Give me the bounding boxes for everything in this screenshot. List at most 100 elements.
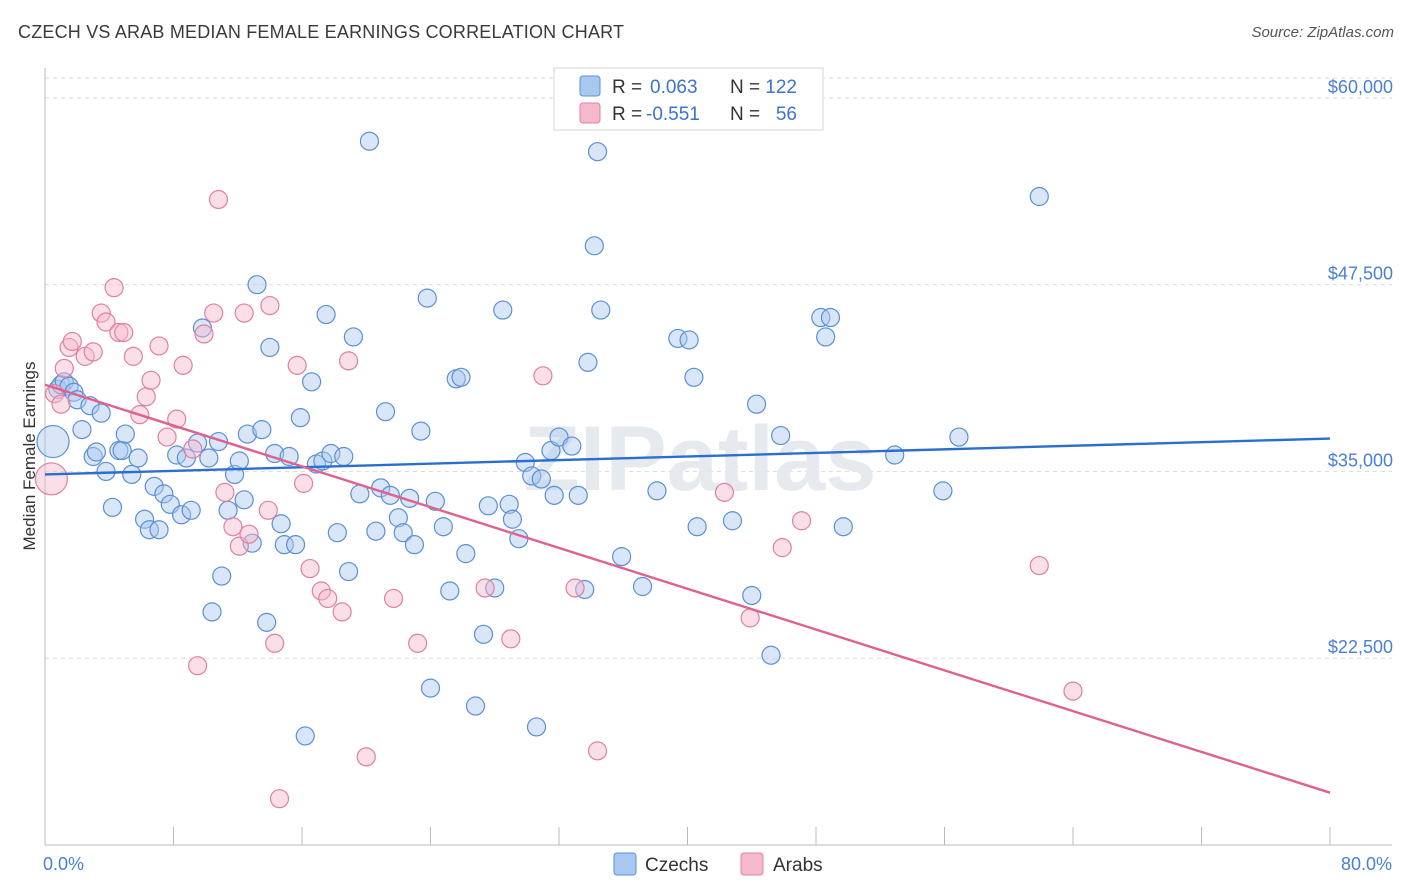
stats-legend: R = 0.063 N = 122 R = -0.551 N = 56 <box>553 67 824 131</box>
arab-point <box>109 322 129 343</box>
legend-n-label-czechs: N = <box>730 77 760 98</box>
arab-point <box>59 337 79 358</box>
arab-point <box>215 482 235 502</box>
czech-point <box>149 520 169 540</box>
arab-point <box>533 366 553 386</box>
czech-point <box>274 535 294 555</box>
czech-point <box>722 511 743 531</box>
arab-point <box>311 581 331 601</box>
czech-point <box>679 330 699 350</box>
axis-layer <box>44 68 1392 846</box>
czech-point <box>742 585 762 606</box>
arab-point <box>183 439 203 459</box>
czech-point <box>260 337 280 358</box>
bottom-legend-swatch-czechs <box>613 852 637 876</box>
y-tick-label: $22,500 <box>1328 637 1393 657</box>
czech-point <box>811 307 831 328</box>
czech-point <box>393 523 413 543</box>
arab-point <box>62 331 82 352</box>
arab-point <box>91 303 111 323</box>
czech-point <box>816 327 836 347</box>
czech-point <box>587 142 608 162</box>
legend-n-label-arabs: N = <box>730 104 760 125</box>
arab-point <box>123 346 143 366</box>
czech-point <box>433 517 453 537</box>
czech-point <box>122 464 142 485</box>
czech-point <box>327 523 347 543</box>
czech-point <box>229 451 249 471</box>
arab-point <box>157 427 177 447</box>
czech-point <box>388 508 408 528</box>
legend-r-label-czechs: R = <box>612 77 642 98</box>
arab-point <box>338 351 359 371</box>
y-tick-label: $47,500 <box>1328 264 1393 284</box>
arab-point <box>1063 681 1083 701</box>
arab-point <box>587 741 608 761</box>
legend-r-value-arabs: -0.551 <box>646 104 700 125</box>
chart-title: CZECH VS ARAB MEDIAN FEMALE EARNINGS COR… <box>18 22 625 42</box>
czech-point <box>417 288 437 308</box>
czech-point <box>502 509 523 529</box>
czech-point <box>684 367 704 387</box>
czech-point <box>833 517 853 537</box>
czech-point <box>473 624 494 644</box>
bottom-legend-label-czechs: Czechs <box>645 855 708 876</box>
arab-point <box>239 524 259 544</box>
czech-point <box>1029 186 1049 207</box>
arab-point <box>141 370 161 390</box>
czech-points <box>36 131 1049 746</box>
czech-point <box>359 131 380 151</box>
arab-point <box>167 409 187 429</box>
czech-point <box>820 307 841 328</box>
czech-point <box>440 581 460 601</box>
czech-point <box>343 327 363 347</box>
czech-point <box>485 578 505 598</box>
czech-point <box>632 576 653 597</box>
arab-point <box>149 336 169 356</box>
czech-point <box>612 547 632 567</box>
czech-point <box>86 442 107 462</box>
czech-point <box>102 497 123 517</box>
arab-point <box>791 511 812 531</box>
czech-point <box>420 678 441 698</box>
arab-point <box>54 358 74 378</box>
legend-r-value-czechs: 0.063 <box>650 77 698 98</box>
arab-point <box>96 312 116 332</box>
arab-point <box>223 517 243 537</box>
arab-point <box>204 303 224 323</box>
czech-point <box>451 367 471 387</box>
czech-point <box>271 514 291 534</box>
czech-point <box>526 717 547 737</box>
czech-point <box>199 448 219 468</box>
arab-point <box>114 322 134 343</box>
arab-point <box>136 387 156 407</box>
x-tick-labels: 0.0% 80.0% <box>43 854 1392 874</box>
arab-point <box>565 578 585 598</box>
y-axis-label: Median Female Earnings <box>20 362 39 551</box>
czech-point <box>115 424 135 444</box>
czech-point <box>499 494 519 514</box>
czech-point <box>36 424 70 459</box>
czech-point <box>252 420 272 440</box>
legend-swatch-czechs <box>579 75 601 97</box>
czech-point <box>144 476 164 496</box>
czech-point <box>933 481 953 501</box>
czech-point <box>202 602 222 622</box>
bottom-legend-swatch-arabs <box>740 852 764 876</box>
arab-point <box>332 602 352 622</box>
arab-point <box>269 789 290 809</box>
czech-point <box>885 445 905 465</box>
arab-point <box>187 656 208 676</box>
trend-layer <box>44 383 1331 794</box>
czech-point <box>478 496 498 516</box>
arab-point <box>383 588 404 609</box>
czech-point <box>91 403 111 423</box>
legend-n-value-czechs: 122 <box>765 77 797 98</box>
arab-point <box>83 342 103 362</box>
arab-point <box>318 588 338 609</box>
czech-point <box>949 427 969 447</box>
czech-point <box>302 372 322 392</box>
arab-point <box>356 747 376 767</box>
czech-point <box>411 421 431 441</box>
czech-point <box>290 408 310 428</box>
